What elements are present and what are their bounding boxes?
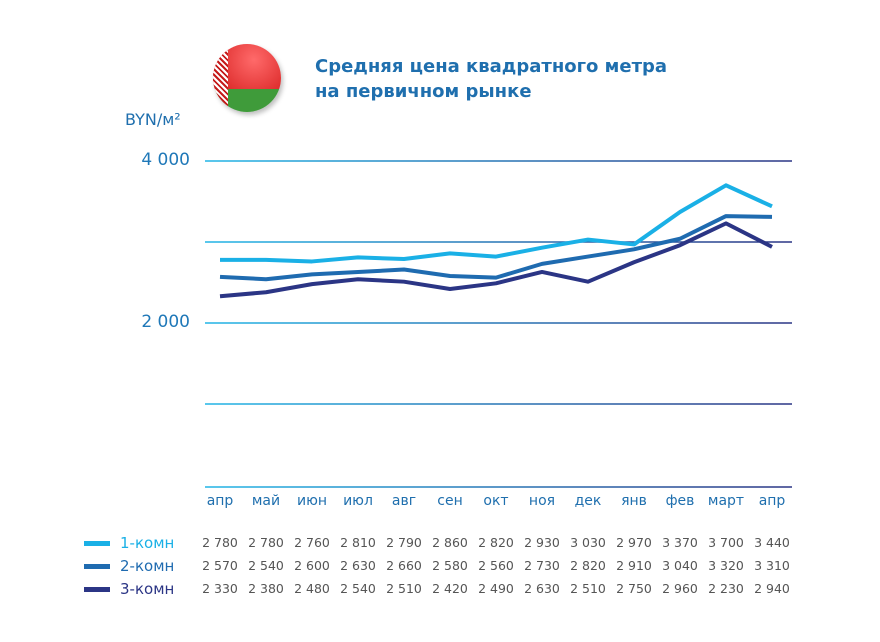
data-table-cell: 3 040 — [662, 558, 698, 573]
legend-label: 3-комн — [120, 580, 175, 598]
data-table-cell: 2 230 — [708, 581, 744, 596]
data-table-cell: 2 600 — [294, 558, 330, 573]
data-table-cell: 2 510 — [386, 581, 422, 596]
data-table-cell: 2 810 — [340, 535, 376, 550]
legend-label: 2-комн — [120, 557, 175, 575]
data-table-cell: 2 960 — [662, 581, 698, 596]
data-table-cell: 3 700 — [708, 535, 744, 550]
data-table-cell: 2 560 — [478, 558, 514, 573]
title-line-2: на первичном рынке — [315, 81, 532, 102]
x-tick-label: апр — [758, 493, 786, 509]
data-table-cell: 2 490 — [478, 581, 514, 596]
data-table-cell: 2 750 — [616, 581, 652, 596]
data-table-cell: 3 320 — [708, 558, 744, 573]
x-tick-label: янв — [621, 493, 647, 509]
data-table-cell: 2 630 — [524, 581, 560, 596]
data-table-cell: 2 480 — [294, 581, 330, 596]
data-table-cell: 2 540 — [248, 558, 284, 573]
x-tick-label: дек — [574, 493, 602, 509]
data-table-cell: 2 630 — [340, 558, 376, 573]
data-table-cell: 2 580 — [432, 558, 468, 573]
title-line-1: Средняя цена квадратного метра — [315, 56, 668, 77]
legend-label: 1-комн — [120, 534, 175, 552]
data-table-cell: 2 510 — [570, 581, 606, 596]
series-line-1-комн — [220, 183, 773, 264]
data-table-cell: 2 820 — [570, 558, 606, 573]
series-line-2-комн — [219, 214, 773, 282]
data-table-cell: 3 030 — [570, 535, 606, 550]
data-table-cell: 2 760 — [294, 535, 330, 550]
y-axis-unit: BYN/м² — [125, 110, 181, 129]
y-tick-label-4000: 4 000 — [141, 150, 190, 170]
x-tick-label: фев — [665, 493, 695, 509]
data-table-cell: 2 570 — [202, 558, 238, 573]
data-table-cell: 2 820 — [478, 535, 514, 550]
data-table-cell: 2 790 — [386, 535, 422, 550]
data-table-cell: 2 910 — [616, 558, 652, 573]
chart-title: Средняя цена квадратного метра на первич… — [315, 54, 667, 104]
data-table-cell: 3 370 — [662, 535, 698, 550]
legend-item-2-комн: 2-комн — [84, 556, 210, 576]
legend-item-1-комн: 1-комн — [84, 533, 210, 553]
legend-swatch — [84, 563, 110, 569]
data-table-cell: 3 310 — [754, 558, 790, 573]
data-table-cell: 2 970 — [616, 535, 652, 550]
x-tick-label: июл — [343, 493, 373, 509]
legend-item-3-комн: 3-комн — [84, 579, 210, 599]
data-table-cell: 2 780 — [202, 535, 238, 550]
x-tick-label: авг — [391, 493, 417, 509]
data-table-cell: 2 420 — [432, 581, 468, 596]
data-table-cell: 2 930 — [524, 535, 560, 550]
x-tick-label: сен — [437, 493, 463, 509]
data-table-cell: 2 540 — [340, 581, 376, 596]
data-table-cell: 2 860 — [432, 535, 468, 550]
data-table-cell: 2 940 — [754, 581, 790, 596]
x-tick-label: апр — [206, 493, 234, 509]
data-table-cell: 2 780 — [248, 535, 284, 550]
series-line-3-комн — [219, 221, 773, 299]
y-tick-label-2000: 2 000 — [141, 312, 190, 332]
data-table-cell: 3 440 — [754, 535, 790, 550]
data-table-cell: 2 660 — [386, 558, 422, 573]
data-table-cell: 2 730 — [524, 558, 560, 573]
belarus-flag-icon — [213, 44, 281, 112]
x-tick-label: май — [251, 493, 281, 509]
x-tick-label: март — [707, 493, 745, 509]
x-tick-label: ноя — [528, 493, 556, 509]
legend-swatch — [84, 586, 110, 592]
x-tick-label: июн — [296, 493, 328, 509]
data-table-cell: 2 380 — [248, 581, 284, 596]
data-table-cell: 2 330 — [202, 581, 238, 596]
x-tick-label: окт — [483, 493, 509, 509]
legend-swatch — [84, 540, 110, 546]
